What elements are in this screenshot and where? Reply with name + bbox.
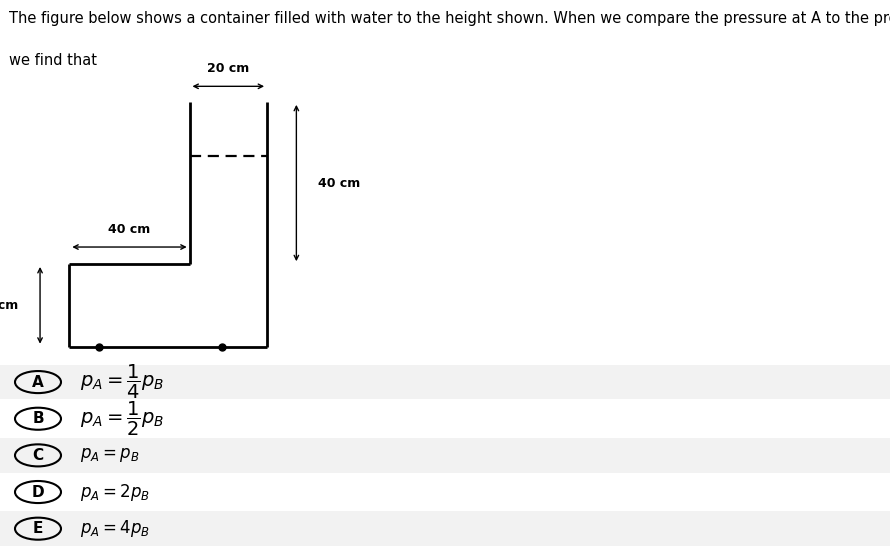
Text: $p_A = 4p_B$: $p_A = 4p_B$	[80, 518, 150, 539]
Text: 20 cm: 20 cm	[0, 299, 19, 312]
Text: $p_A = 2p_B$: $p_A = 2p_B$	[80, 481, 150, 503]
Text: $p_A = \dfrac{1}{2}p_B$: $p_A = \dfrac{1}{2}p_B$	[80, 400, 164, 438]
Text: 40 cm: 40 cm	[318, 177, 360, 189]
Text: E: E	[33, 521, 44, 536]
Text: B: B	[32, 411, 44, 426]
Text: $p_A = \dfrac{1}{4}p_B$: $p_A = \dfrac{1}{4}p_B$	[80, 363, 164, 401]
Text: B: B	[216, 365, 227, 380]
Text: $p_A = p_B$: $p_A = p_B$	[80, 446, 140, 464]
Text: 40 cm: 40 cm	[109, 223, 150, 236]
Text: we find that: we find that	[9, 53, 97, 68]
Text: 20 cm: 20 cm	[207, 62, 249, 75]
Text: C: C	[32, 448, 44, 463]
Text: A: A	[93, 365, 104, 380]
Text: D: D	[32, 485, 44, 499]
Text: The figure below shows a container filled with water to the height shown. When w: The figure below shows a container fille…	[9, 11, 890, 26]
Text: A: A	[32, 375, 44, 389]
